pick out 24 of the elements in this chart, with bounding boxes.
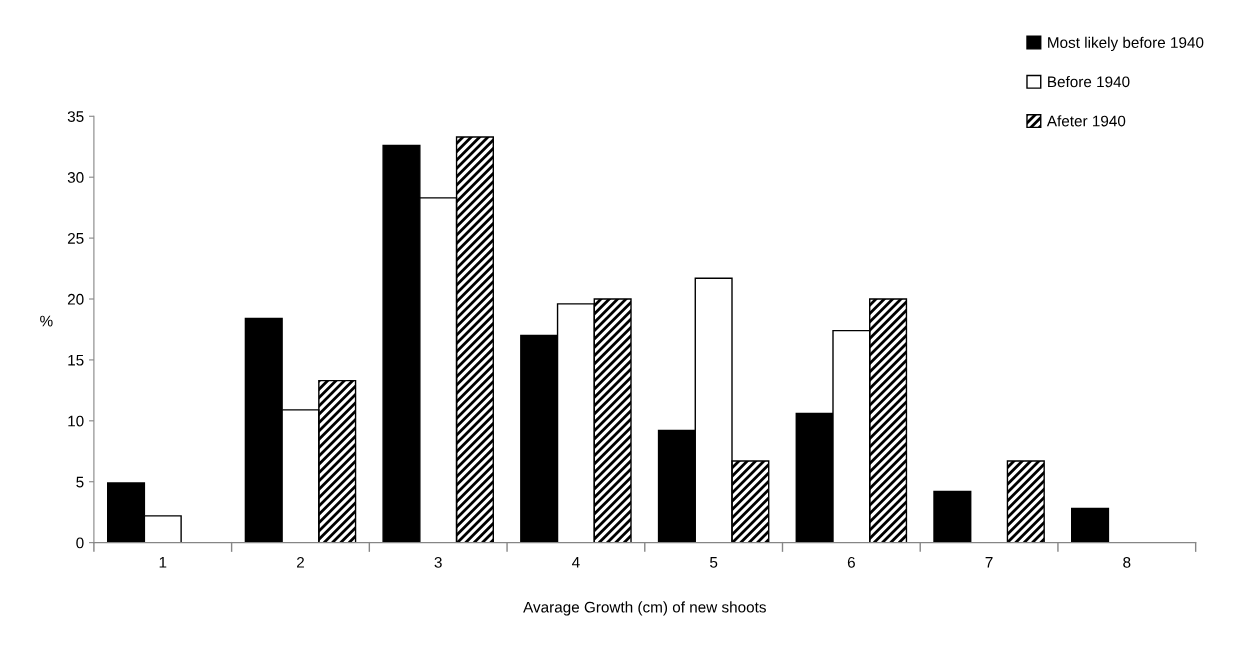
y-tick-label: 5 (76, 476, 84, 488)
x-axis-title: Avarage Growth (cm) of new shoots (523, 601, 766, 616)
x-tick-label: 5 (710, 557, 718, 568)
y-tick-label: 35 (67, 111, 84, 122)
legend-label: Before 1940 (1048, 76, 1130, 88)
y-tick-label: 30 (67, 172, 84, 183)
y-tick-label: 10 (68, 415, 84, 427)
legend-label: Afeter 1940 (1046, 115, 1126, 127)
y-tick-label: 15 (68, 354, 84, 366)
y-axis-title: % (40, 315, 53, 327)
y-tick-label: 25 (67, 232, 84, 244)
legend-label: Most likely before 1940 (1048, 36, 1204, 52)
bar (933, 490, 972, 543)
x-tick-label: 8 (1123, 556, 1131, 568)
y-tick-label: 20 (67, 293, 84, 305)
y-tick-label: 0 (76, 537, 84, 549)
bar (1006, 460, 1045, 543)
x-tick-label: 4 (572, 557, 580, 568)
x-tick-label: 7 (985, 557, 993, 568)
bar (1071, 507, 1110, 543)
x-tick-label: 2 (297, 556, 304, 568)
x-tick-label: 1 (159, 557, 167, 568)
x-tick-label: 6 (847, 556, 855, 568)
x-tick-label: 3 (434, 556, 442, 568)
